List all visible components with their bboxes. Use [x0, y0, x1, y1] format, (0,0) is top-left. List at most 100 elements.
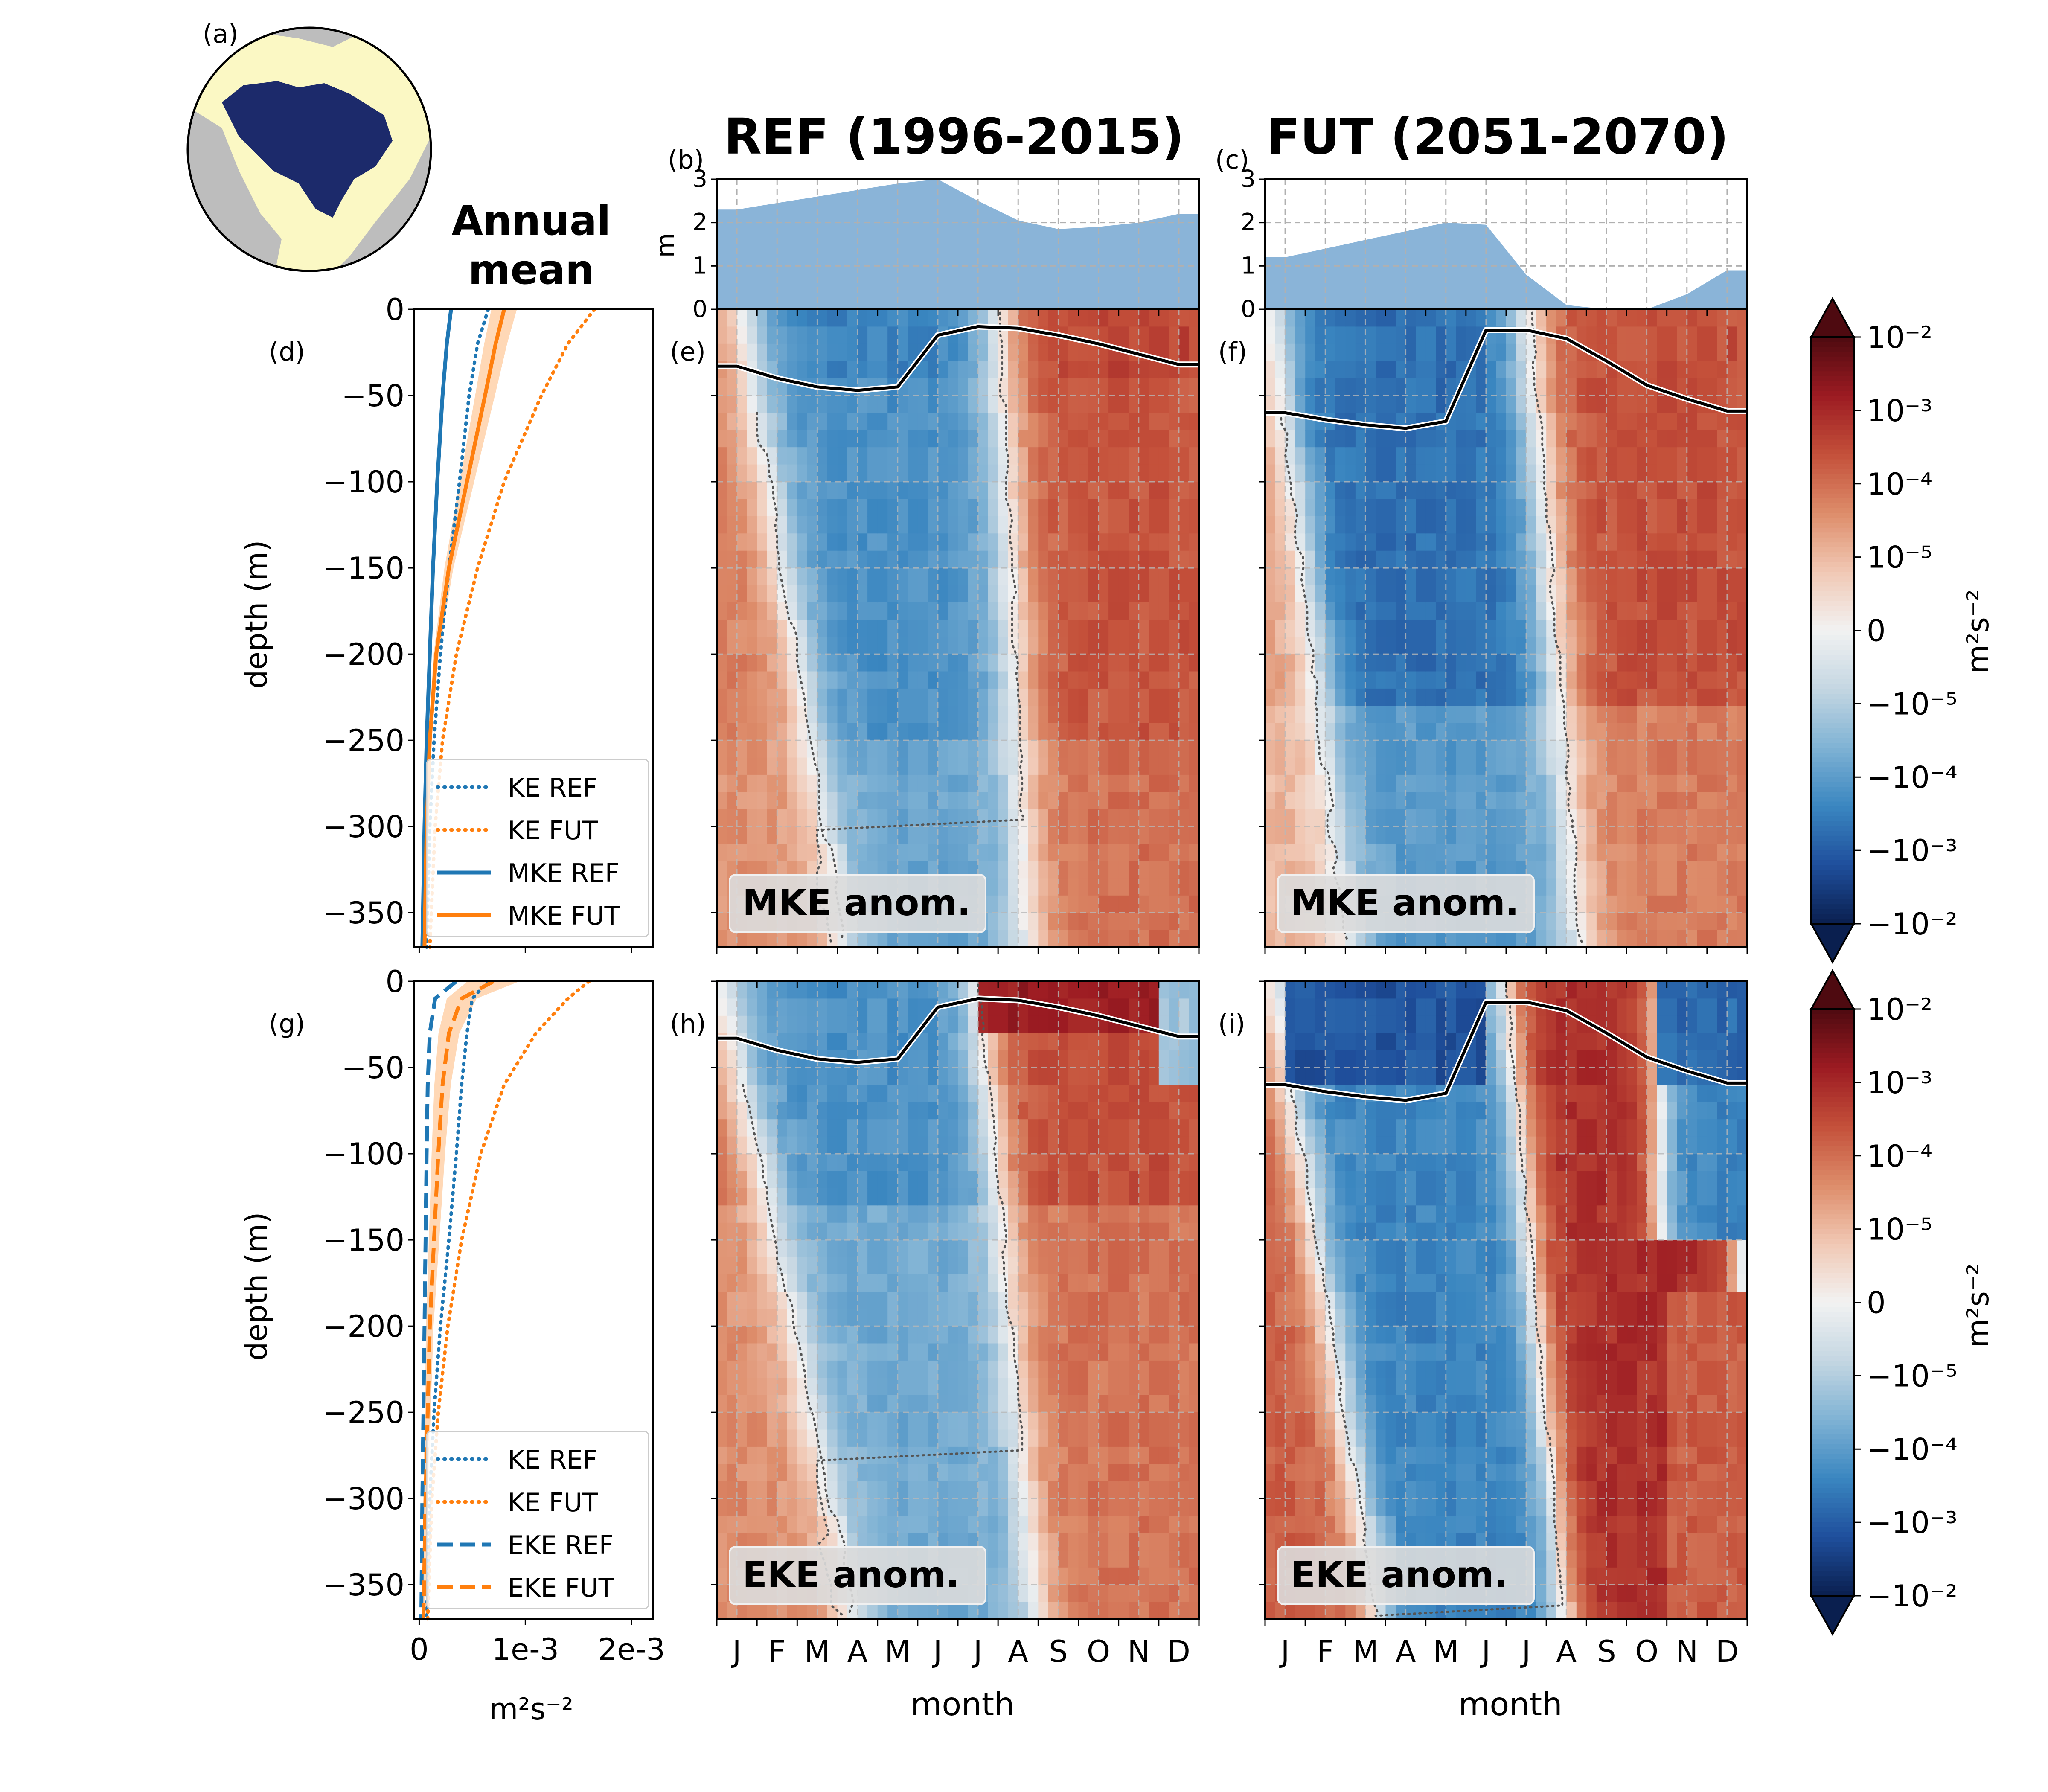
- heatmap-cell: [897, 430, 908, 448]
- heatmap-cell: [1335, 602, 1346, 620]
- heatmap-cell: [887, 1309, 898, 1327]
- heatmap-cell: [1189, 326, 1199, 344]
- heatmap-cell: [1727, 464, 1738, 482]
- heatmap-cell: [737, 447, 748, 465]
- heatmap-cell: [1456, 637, 1466, 655]
- heatmap-cell: [937, 309, 948, 327]
- heatmap-cell: [1295, 844, 1306, 861]
- heatmap-cell: [887, 1257, 898, 1275]
- heatmap-cell: [1697, 844, 1708, 861]
- heatmap-cell: [1008, 861, 1019, 879]
- heatmap-cell: [1416, 774, 1426, 793]
- heatmap-cell: [1596, 568, 1607, 586]
- heatmap-cell: [908, 1240, 918, 1258]
- heatmap-cell: [717, 1567, 727, 1585]
- heatmap-cell: [737, 533, 748, 551]
- heatmap-cell: [1325, 654, 1336, 672]
- heatmap-cell: [1365, 568, 1376, 586]
- heatmap-cell: [978, 568, 989, 586]
- heatmap-cell: [1335, 482, 1346, 500]
- heatmap-cell: [1138, 326, 1149, 344]
- heatmap-cell: [1355, 464, 1366, 482]
- heatmap-cell: [1596, 757, 1607, 775]
- heatmap-cell: [1436, 378, 1446, 396]
- heatmap-cell: [1456, 413, 1466, 431]
- heatmap-cell: [1647, 774, 1658, 793]
- heatmap-cell: [978, 809, 989, 827]
- heatmap-cell: [948, 1050, 958, 1068]
- heatmap-cell: [917, 1274, 928, 1292]
- heatmap-cell: [797, 1188, 808, 1206]
- heatmap-cell: [908, 981, 918, 999]
- heatmap-cell: [928, 1171, 938, 1189]
- heatmap-cell: [1576, 620, 1587, 637]
- heatmap-cell: [837, 1068, 848, 1085]
- heatmap-cell: [937, 740, 948, 758]
- heatmap-cell: [1506, 723, 1517, 741]
- heatmap-cell: [767, 1119, 778, 1137]
- heatmap-cell: [787, 533, 798, 551]
- heatmap-cell: [1058, 895, 1069, 913]
- heatmap-cell: [1305, 464, 1316, 482]
- heatmap-cell: [827, 1015, 838, 1034]
- heatmap-cell: [998, 499, 1009, 517]
- heatmap-cell: [717, 1274, 727, 1292]
- heatmap-cell: [1335, 585, 1346, 603]
- heatmap-cell: [1018, 1343, 1029, 1361]
- heatmap-cell: [988, 464, 999, 482]
- heatmap-cell: [1586, 396, 1597, 413]
- heatmap-cell: [1647, 826, 1658, 844]
- heatmap-cell: [917, 361, 928, 379]
- heatmap-cell: [1028, 413, 1039, 431]
- heatmap-cell: [737, 482, 748, 500]
- heatmap-cell: [1385, 757, 1396, 775]
- heatmap-cell: [797, 1326, 808, 1344]
- heatmap-cell: [908, 1429, 918, 1447]
- heatmap-cell: [827, 533, 838, 551]
- heatmap-cell: [1416, 654, 1426, 672]
- heatmap-cell: [1436, 637, 1446, 655]
- heatmap-cell: [1466, 602, 1477, 620]
- heatmap-cell: [1436, 516, 1446, 534]
- heatmap-cell: [1737, 343, 1748, 362]
- heatmap-cell: [1108, 757, 1119, 775]
- heatmap-cell: [1617, 930, 1627, 948]
- heatmap-cell: [968, 706, 978, 724]
- heatmap-cell: [1697, 654, 1708, 672]
- heatmap-cell: [1376, 326, 1386, 344]
- heatmap-cell: [1566, 706, 1577, 724]
- heatmap-cell: [1048, 396, 1059, 413]
- heatmap-cell: [877, 447, 888, 465]
- heatmap-cell: [937, 361, 948, 379]
- heatmap-cell: [1385, 671, 1396, 689]
- heatmap-cell: [737, 1309, 748, 1327]
- heatmap-cell: [1008, 1085, 1019, 1103]
- heatmap-cell: [1169, 533, 1179, 551]
- heatmap-cell: [1596, 430, 1607, 448]
- heatmap-cell: [747, 1171, 758, 1189]
- heatmap-cell: [1466, 706, 1477, 724]
- heatmap-cell: [1687, 930, 1698, 948]
- heatmap-cell: [1355, 757, 1366, 775]
- y-tick-label: 2: [1241, 209, 1256, 236]
- heatmap-cell: [1697, 740, 1708, 758]
- heatmap-cell: [777, 1498, 788, 1516]
- heatmap-cell: [877, 981, 888, 999]
- heatmap-cell: [737, 1464, 748, 1482]
- heatmap-cell: [867, 1188, 878, 1206]
- heatmap-cell: [757, 1171, 768, 1189]
- heatmap-cell: [1476, 620, 1487, 637]
- heatmap-cell: [1466, 792, 1477, 810]
- heatmap-cell: [1169, 654, 1179, 672]
- heatmap-cell: [1048, 533, 1059, 551]
- heatmap-cell: [1707, 430, 1718, 448]
- heatmap-cell: [1697, 447, 1708, 465]
- heatmap-cell: [827, 1481, 838, 1499]
- heatmap-cell: [737, 826, 748, 844]
- heatmap-cell: [1667, 326, 1678, 344]
- heatmap-cell: [1385, 343, 1396, 362]
- heatmap-cell: [857, 568, 868, 586]
- heatmap-cell: [1647, 396, 1658, 413]
- heatmap-cell: [1088, 585, 1099, 603]
- heatmap-cell: [1546, 723, 1557, 741]
